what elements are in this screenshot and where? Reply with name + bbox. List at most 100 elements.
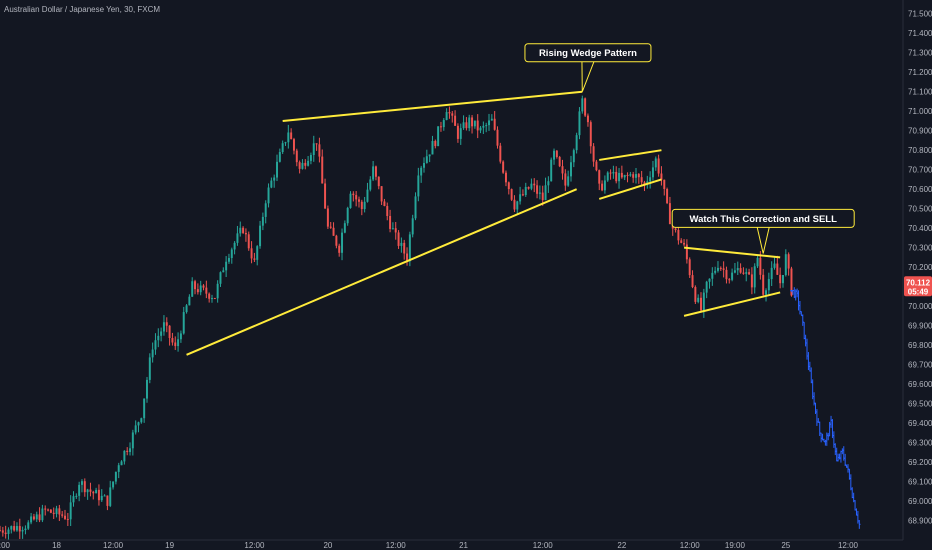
candle-body [456,125,459,139]
candle-body [417,175,420,197]
x-tick-label: 20 [323,541,332,550]
candle-body [267,187,270,204]
candle-body [97,489,100,501]
candle-body [620,172,623,178]
candle-body [264,203,267,217]
candle-body [140,418,143,423]
candle-body [287,132,290,143]
candle-body [343,223,346,233]
candle-body [61,514,64,516]
candle-body [595,161,598,171]
candle-body [705,281,708,293]
candle-body [179,333,182,340]
candle-body [72,496,75,503]
candle-body [640,177,643,183]
candle-body [776,263,779,275]
candle-body [137,422,140,426]
candle-body [230,249,233,259]
annotation-callout[interactable]: Watch This Correction and SELL [671,208,855,254]
candle-body [683,242,686,245]
candle-body [756,257,759,267]
candle-body [30,516,33,523]
price-badge-background [904,276,932,297]
candle-body [301,162,304,169]
candle-body [7,529,10,535]
candle-body [654,158,657,168]
candle-body [708,278,711,282]
candle-body [403,242,406,254]
candle-body [527,186,530,189]
y-tick-label: 69.000 [908,497,932,506]
candle-body [632,174,635,178]
y-tick-label: 70.900 [908,127,932,136]
candle-body [680,240,683,243]
candle-body [722,268,725,270]
candle-body [787,254,790,269]
candle-body [742,272,745,274]
candle-body [380,186,383,202]
y-tick-label: 69.700 [908,361,932,370]
annotation-pointer [756,227,770,254]
candle-body [295,150,298,163]
candle-body [524,186,527,195]
annotation-callout[interactable]: Rising Wedge Pattern [524,43,652,92]
candle-body [711,272,714,279]
candle-body [312,143,315,155]
candle-body [10,526,13,530]
candle-body [372,166,375,180]
candle-body [369,179,372,190]
candle-body [411,218,414,235]
candle-body [536,185,539,194]
candle-body [177,339,180,347]
annotation-pointer [581,61,595,92]
candle-body [309,154,312,161]
candle-body [338,245,341,253]
candle-body [397,232,400,246]
candle-body [739,268,742,273]
candle-body [781,275,784,284]
trendline[interactable] [598,178,662,200]
candle-body [157,335,160,341]
candle-body [64,515,67,519]
trendline[interactable] [683,291,781,317]
y-tick-label: 70.200 [908,263,932,272]
candle-body [326,208,329,227]
candle-body [606,172,609,181]
candle-body [445,112,448,121]
candle-body [490,118,493,121]
candle-body [767,279,770,291]
candle-body [55,508,58,514]
candle-body [386,206,389,216]
candle-body [233,242,236,250]
candle-body [615,171,618,182]
trendline[interactable] [282,90,583,122]
candle-body [459,128,462,139]
trendline[interactable] [683,246,781,259]
trendline[interactable] [186,188,578,356]
candle-body [242,227,245,233]
y-tick-label: 68.900 [908,517,932,526]
candle-body [1,530,4,533]
candle-body [578,111,581,136]
candle-body [555,150,558,157]
candle-body [558,156,561,167]
candle-body [400,242,403,246]
y-tick-label: 70.500 [908,205,932,214]
candle-body [307,160,310,166]
candle-body [27,522,30,529]
candle-body [592,146,595,162]
trendline[interactable] [599,149,662,161]
candle-body [47,509,50,511]
candle-body [32,516,35,520]
candle-body [437,126,440,147]
candle-body [360,201,363,210]
time-axis[interactable]: 19:00 18 12:00 19 12:00 20 12:00 21 12:00 22 12:00… [0,541,859,550]
candle-body [753,266,756,288]
candle-body [598,170,601,184]
y-tick-label: 71.100 [908,88,932,97]
candle-body [341,232,344,253]
candle-body [406,253,409,262]
